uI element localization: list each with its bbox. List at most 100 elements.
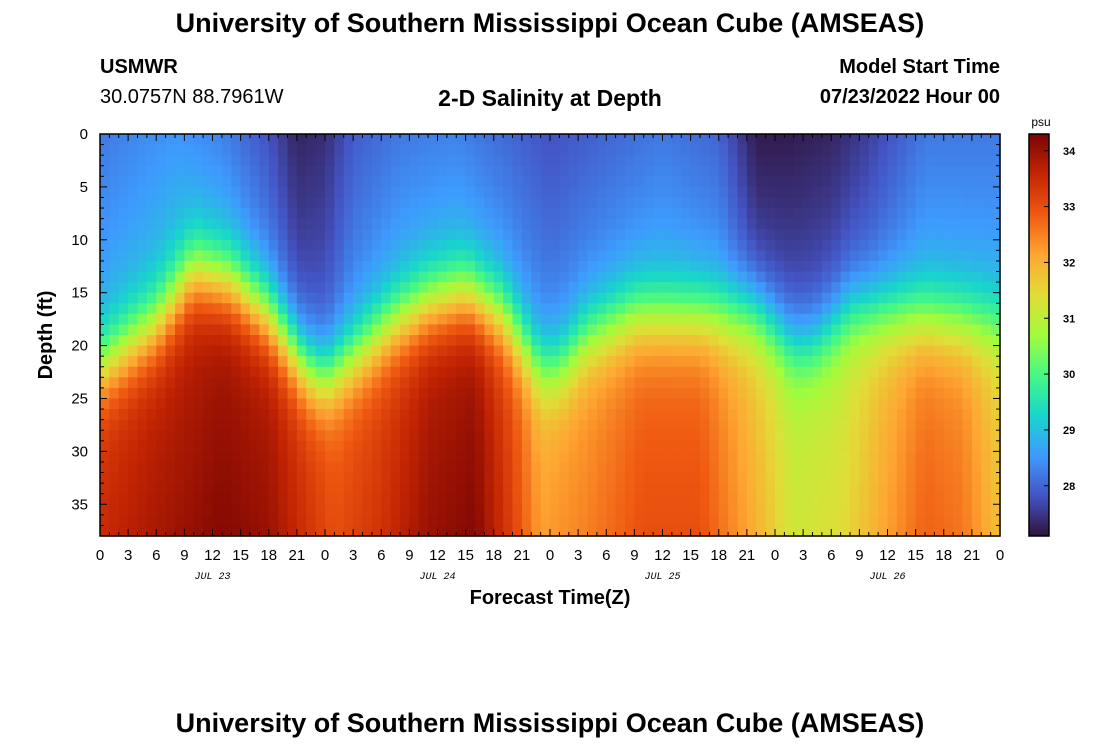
heatmap-cell [606, 134, 617, 146]
heatmap-cell [803, 366, 814, 378]
heatmap-cell [137, 303, 148, 315]
heatmap-cell [334, 176, 345, 188]
heatmap-cell [362, 282, 373, 294]
heatmap-cell [578, 260, 589, 273]
x-tick-label: 18 [485, 547, 502, 564]
heatmap-cell [503, 419, 514, 431]
heatmap-cell [643, 208, 654, 220]
heatmap-cell [878, 165, 889, 177]
heatmap-cell [437, 155, 448, 167]
heatmap-cell [887, 324, 898, 336]
heatmap-cell [165, 239, 176, 251]
heatmap-cell [418, 483, 429, 495]
heatmap-cell [325, 430, 335, 442]
heatmap-cell [175, 155, 185, 167]
heatmap-cell [503, 271, 514, 283]
heatmap-cell [653, 134, 664, 146]
heatmap-cell [812, 345, 823, 357]
heatmap-cell [165, 186, 176, 199]
heatmap-cell [428, 493, 439, 505]
heatmap-cell [906, 303, 917, 315]
heatmap-cell [146, 419, 157, 431]
heatmap-cell [184, 208, 195, 220]
heatmap-cell [437, 387, 448, 400]
heatmap-cell [568, 514, 579, 527]
heatmap-cell [184, 260, 195, 273]
heatmap-cell [915, 345, 926, 357]
heatmap-cell [887, 356, 898, 368]
heatmap-cell [671, 155, 682, 167]
heatmap-cell [728, 155, 739, 167]
heatmap-cell [475, 165, 485, 177]
heatmap-cell [221, 461, 232, 474]
heatmap-cell [925, 430, 935, 442]
heatmap-cell [587, 239, 598, 251]
heatmap-cell [615, 250, 626, 262]
heatmap-cell [925, 176, 935, 188]
heatmap-cell [418, 134, 429, 146]
heatmap-cell [728, 197, 739, 209]
heatmap-cell [671, 387, 682, 400]
heatmap-cell [109, 260, 120, 273]
heatmap-cell [615, 197, 626, 209]
heatmap-cell [259, 387, 270, 400]
heatmap-cell [746, 176, 757, 188]
heatmap-cell [128, 472, 139, 484]
heatmap-cell [700, 218, 710, 230]
heatmap-cell [559, 197, 570, 209]
heatmap-cell [971, 239, 982, 251]
heatmap-cell [784, 345, 795, 357]
heatmap-cell [503, 451, 514, 463]
heatmap-cell [493, 144, 504, 156]
heatmap-cell [653, 186, 664, 199]
heatmap-cell [728, 313, 739, 326]
heatmap-cell [156, 514, 167, 527]
heatmap-cell [315, 409, 326, 421]
heatmap-cell [634, 525, 645, 537]
heatmap-cell [503, 493, 514, 505]
heatmap-cell [793, 377, 804, 389]
heatmap-cell [118, 271, 129, 283]
heatmap-cell [503, 525, 514, 537]
heatmap-cell [334, 239, 345, 251]
heatmap-cell [728, 493, 739, 505]
heatmap-cell [531, 345, 542, 357]
heatmap-cell [737, 250, 748, 262]
heatmap-cell [381, 504, 392, 516]
heatmap-cell [718, 197, 729, 209]
heatmap-cell [718, 165, 729, 177]
heatmap-cell [381, 176, 392, 188]
heatmap-cell [259, 165, 270, 177]
heatmap-cell [446, 229, 457, 241]
heatmap-cell [568, 165, 579, 177]
heatmap-cell [775, 419, 785, 431]
heatmap-cell [568, 197, 579, 209]
heatmap-cell [850, 387, 860, 400]
heatmap-cell [250, 282, 260, 294]
heatmap-cell [362, 155, 373, 167]
heatmap-cell [550, 303, 560, 315]
heatmap-cell [521, 514, 532, 527]
heatmap-cell [709, 483, 720, 495]
heatmap-cell [700, 208, 710, 220]
heatmap-cell [737, 504, 748, 516]
heatmap-cell [550, 409, 560, 421]
heatmap-cell [512, 345, 523, 357]
heatmap-cell [775, 218, 785, 230]
heatmap-cell [896, 186, 907, 199]
heatmap-cell [493, 366, 504, 378]
heatmap-cell [915, 461, 926, 474]
heatmap-cell [268, 134, 279, 146]
heatmap-cell [306, 419, 317, 431]
heatmap-cell [737, 387, 748, 400]
heatmap-cell [812, 409, 823, 421]
heatmap-cell [718, 387, 729, 400]
heatmap-cell [615, 419, 626, 431]
heatmap-cell [118, 430, 129, 442]
heatmap-cell [409, 419, 420, 431]
heatmap-cell [606, 218, 617, 230]
heatmap-cell [128, 335, 139, 347]
heatmap-cell [184, 472, 195, 484]
heatmap-cell [465, 271, 476, 283]
heatmap-cell [643, 525, 654, 537]
